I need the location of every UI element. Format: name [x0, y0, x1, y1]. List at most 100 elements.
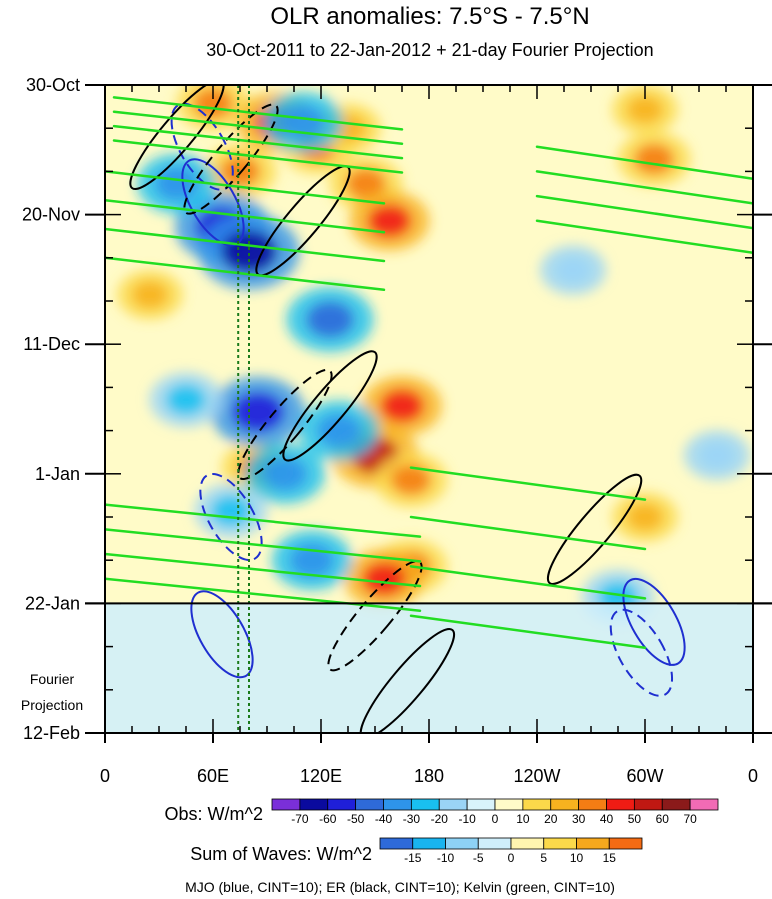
y-tick-label: 12-Feb	[23, 723, 80, 743]
obs-colorbar-swatch	[383, 798, 412, 811]
waves-colorbar-tick-label: 10	[570, 851, 584, 865]
kelvin-contour	[409, 515, 647, 551]
er-contour	[282, 350, 378, 462]
x-tick-label: 60W	[626, 766, 663, 786]
y-tick-label: 1-Jan	[35, 464, 80, 484]
x-tick-label: 120E	[300, 766, 342, 786]
obs-colorbar-swatch	[299, 798, 329, 811]
obs-anomaly-field	[117, 85, 750, 625]
obs-colorbar-tick-label: -70	[291, 812, 309, 826]
obs-colorbar-swatch	[466, 798, 496, 811]
obs-colorbar-swatch	[438, 798, 468, 811]
warm-anomaly-core	[131, 280, 169, 309]
waves-colorbar-swatch	[543, 837, 577, 850]
contour-legend: MJO (blue, CINT=10); ER (black, CINT=10)…	[185, 879, 615, 895]
obs-colorbar-tick-label: 20	[544, 812, 558, 826]
warm-anomaly-core	[626, 95, 664, 124]
obs-colorbar-swatch	[410, 798, 440, 811]
obs-colorbar-swatch	[606, 798, 635, 811]
kelvin-contour	[409, 466, 647, 501]
plot-area	[105, 85, 753, 733]
waves-colorbar-tick-label: -15	[404, 851, 422, 865]
warm-anomaly-core	[380, 389, 424, 423]
obs-field-blur-layer	[117, 85, 750, 625]
obs-colorbar-tick-label: -20	[431, 812, 449, 826]
obs-colorbar-swatch	[494, 798, 524, 811]
obs-colorbar-tick-label: -50	[347, 812, 365, 826]
warm-anomaly-core	[626, 503, 664, 531]
cold-anomaly-core	[155, 166, 199, 201]
chart-title: OLR anomalies: 7.5°S - 7.5°N	[270, 3, 589, 30]
x-tick-label: 0	[100, 766, 110, 786]
er-contour	[129, 85, 225, 190]
y-tick-label: 11-Dec	[23, 334, 80, 354]
mjo-contour	[190, 590, 254, 679]
kelvin-contour	[112, 139, 404, 174]
warm-anomaly-core	[633, 143, 675, 175]
cold-anomaly-core	[317, 413, 361, 448]
obs-colorbar-tick-label: 0	[492, 812, 499, 826]
waves-colorbar-swatch	[445, 837, 479, 850]
cold-anomaly-core	[210, 495, 252, 527]
obs-colorbar-tick-label: 10	[516, 812, 530, 826]
y-tick-label: 20-Nov	[22, 205, 80, 225]
waves-colorbar-swatch	[510, 837, 545, 850]
kelvin-contour	[535, 170, 753, 205]
kelvin-contour	[105, 552, 422, 588]
waves-colorbar-label: Sum of Waves: W/m^2	[190, 844, 372, 864]
warm-anomaly-core	[390, 464, 432, 496]
cold-anomaly-core	[232, 392, 284, 432]
cold-anomaly-core	[698, 441, 736, 470]
warm-anomaly-core	[362, 561, 406, 596]
waves-colorbar-tick-label: 5	[540, 851, 547, 865]
x-axis: 0 60E 120E 180 120W 60W 0	[100, 85, 758, 786]
obs-colorbar-tick-label: 60	[656, 812, 670, 826]
chart-subtitle: 30-Oct-2011 to 22-Jan-2012 + 21-day Four…	[206, 40, 653, 60]
waves-colorbar-swatch	[608, 837, 643, 850]
obs-colorbar-swatch	[522, 798, 552, 811]
er-contour	[359, 628, 456, 733]
warm-anomaly-core	[345, 168, 387, 200]
kelvin-contour	[409, 614, 647, 649]
kelvin-contour	[105, 227, 386, 263]
obs-colorbar-tick-label: -10	[458, 812, 476, 826]
y-axis: 30-Oct 20-Nov 11-Dec 1-Jan 22-Jan 12-Feb	[22, 75, 772, 743]
obs-colorbar-swatch	[633, 798, 663, 811]
warm-anomaly-core	[192, 88, 234, 119]
er-contour	[183, 103, 279, 215]
x-tick-label: 120W	[513, 766, 560, 786]
kelvin-contour	[409, 565, 647, 600]
cold-anomaly-core	[263, 457, 307, 491]
obs-colorbar-swatch	[271, 798, 301, 811]
waves-colorbar-swatch	[379, 837, 414, 850]
mjo-contour	[622, 577, 686, 666]
kelvin-contour	[112, 96, 404, 131]
cold-anomaly-core	[554, 256, 592, 285]
kelvin-contour	[105, 577, 422, 612]
waves-colorbar: Sum of Waves: W/m^2 -15 -10 -5 0 5 10 15	[190, 837, 643, 865]
waves-colorbar-swatch	[477, 837, 512, 850]
waves-colorbar-tick-label: -5	[473, 851, 484, 865]
kelvin-contour	[105, 503, 422, 538]
kelvin-contour	[105, 528, 422, 563]
obs-colorbar-tick-label: 30	[572, 812, 586, 826]
reference-lines	[237, 85, 250, 733]
cold-anomaly-core	[306, 301, 354, 338]
projection-label-line2: Projection	[21, 697, 83, 713]
warm-anomaly-core	[367, 203, 412, 238]
y-tick-label: 22-Jan	[25, 593, 80, 613]
x-tick-label: 60E	[197, 766, 229, 786]
obs-colorbar-swatch	[355, 798, 384, 811]
x-tick-label: 180	[414, 766, 444, 786]
obs-colorbar-swatch	[550, 798, 580, 811]
obs-colorbar-label: Obs: W/m^2	[165, 804, 263, 824]
obs-colorbar-swatch	[327, 798, 357, 811]
obs-colorbar-tick-label: -60	[319, 812, 337, 826]
waves-colorbar-swatch	[576, 837, 610, 850]
projection-region	[105, 603, 753, 733]
kelvin-contour	[112, 110, 404, 145]
y-tick-label: 30-Oct	[26, 75, 80, 95]
waves-colorbar-tick-label: -10	[437, 851, 455, 865]
kelvin-contour	[535, 219, 753, 255]
waves-colorbar-tick-label: 0	[508, 851, 515, 865]
